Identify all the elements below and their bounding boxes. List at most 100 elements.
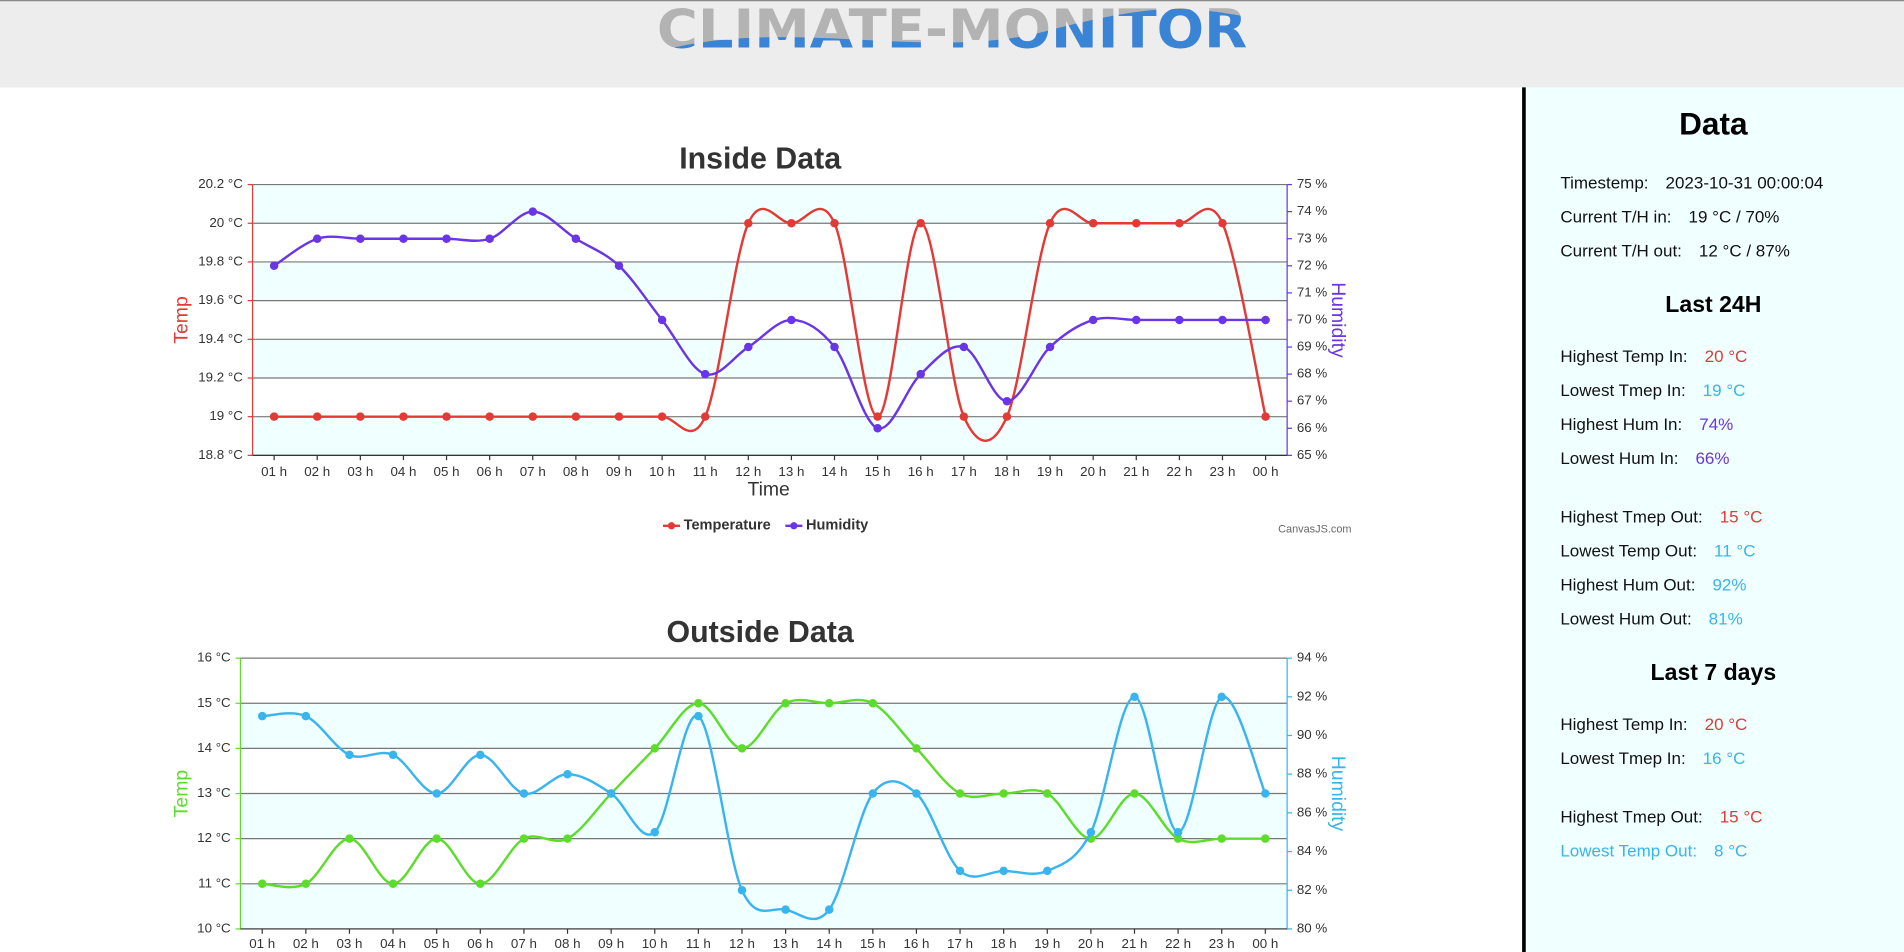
data-point — [1043, 866, 1052, 876]
data-point — [781, 699, 790, 708]
x-tick-label: 23 h — [1209, 464, 1235, 479]
data-point — [700, 369, 710, 379]
x-tick-label: 02 h — [293, 936, 319, 951]
plot-band — [252, 184, 1288, 224]
data-point — [873, 412, 882, 421]
data-point — [912, 789, 921, 798]
stat-row: Timestemp: 2023-10-31 00:00:04 — [1560, 174, 1823, 193]
data-point — [356, 412, 365, 421]
data-point — [399, 412, 408, 421]
data-point — [432, 789, 441, 798]
data-point — [694, 699, 703, 708]
data-point — [868, 789, 878, 798]
data-point — [519, 834, 529, 843]
sidebar — [1522, 87, 1904, 952]
data-point — [528, 412, 538, 421]
stat-label: Current T/H out: — [1560, 242, 1682, 261]
data-point — [781, 905, 790, 914]
data-point — [1261, 789, 1270, 798]
stat-value: 8 °C — [1714, 842, 1747, 861]
data-point — [694, 711, 703, 721]
data-point — [485, 234, 494, 243]
data-point — [1261, 412, 1270, 421]
stat-label: Highest Temp In: — [1560, 348, 1687, 367]
x-tick-label: 07 h — [520, 464, 546, 479]
data-point — [737, 744, 747, 753]
x-tick-label: 10 h — [642, 936, 668, 951]
x-tick-label: 03 h — [336, 936, 362, 951]
x-tick-label: 14 h — [816, 936, 842, 951]
data-point — [916, 219, 925, 228]
data-point — [700, 412, 710, 421]
y2-tick-label: 75 % — [1297, 176, 1328, 191]
x-tick-label: 03 h — [347, 464, 373, 479]
y2-tick-label: 74 % — [1297, 203, 1328, 218]
data-point — [563, 769, 572, 779]
stat-value: 19 °C — [1703, 382, 1746, 401]
stat-value: 15 °C — [1720, 808, 1763, 827]
stat-value: 11 °C — [1714, 542, 1755, 561]
data-point — [1088, 315, 1098, 325]
data-point — [519, 789, 529, 798]
x-tick-label: 02 h — [304, 464, 330, 479]
x-axis-title: Time — [747, 479, 789, 501]
data-point — [650, 744, 660, 753]
x-tick-label: 04 h — [380, 936, 406, 951]
y2-tick-label: 90 % — [1297, 727, 1328, 742]
y-axis-title: Temp — [170, 296, 192, 343]
data-point — [824, 905, 834, 914]
header-bar — [0, 0, 1904, 88]
data-point — [912, 744, 921, 753]
x-tick-label: 09 h — [606, 464, 632, 479]
data-point — [301, 711, 311, 721]
x-tick-label: 08 h — [563, 464, 589, 479]
stat-label: Lowest Hum Out: — [1560, 610, 1691, 629]
x-tick-label: 07 h — [511, 936, 537, 951]
stat-row: Highest Tmep Out: 15 °C — [1560, 808, 1762, 827]
stat-value: 92% — [1712, 576, 1746, 595]
x-tick-label: 15 h — [860, 936, 886, 951]
y2-tick-label: 94 % — [1297, 650, 1328, 665]
legend-marker — [667, 522, 676, 530]
data-point — [1045, 342, 1055, 352]
data-point — [301, 879, 311, 889]
stat-value: 19 °C / 70% — [1689, 208, 1780, 227]
stat-label: Lowest Tmep In: — [1560, 750, 1685, 769]
stat-row: Current T/H out: 12 °C / 87% — [1560, 242, 1789, 261]
data-point — [614, 261, 624, 271]
stat-label: Lowest Tmep In: — [1560, 382, 1685, 401]
data-point — [744, 342, 753, 352]
series-line — [273, 210, 1266, 430]
y2-tick-label: 72 % — [1297, 257, 1328, 272]
stat-label: Timestemp: — [1560, 174, 1648, 193]
data-point — [312, 412, 322, 421]
y2-tick-label: 80 % — [1297, 920, 1328, 935]
stat-value: 12 °C / 87% — [1699, 242, 1790, 261]
data-point — [955, 789, 965, 798]
x-tick-label: 17 h — [951, 464, 977, 479]
stat-row: Highest Tmep Out: 15 °C — [1560, 508, 1762, 527]
stat-row: Lowest Hum Out: 81% — [1560, 610, 1742, 629]
data-point — [787, 315, 796, 325]
data-point — [432, 834, 441, 843]
data-point — [1173, 834, 1183, 843]
y2-axis-title: Humidity — [1327, 282, 1349, 358]
y2-tick-label: 68 % — [1297, 366, 1328, 381]
stat-row: Highest Temp In: 20 °C — [1560, 348, 1747, 367]
x-tick-label: 19 h — [1037, 464, 1063, 479]
stat-label: Highest Tmep Out: — [1560, 508, 1702, 527]
data-point — [868, 699, 878, 708]
y2-tick-label: 67 % — [1297, 393, 1328, 408]
stat-value: 20 °C — [1705, 716, 1748, 735]
data-point — [476, 750, 485, 760]
chart-title: Outside Data — [667, 616, 855, 649]
stat-row: Highest Temp In: 20 °C — [1560, 716, 1747, 735]
x-tick-label: 00 h — [1252, 936, 1278, 951]
data-point — [1130, 789, 1139, 798]
data-point — [1132, 219, 1141, 228]
y2-tick-label: 73 % — [1297, 230, 1328, 245]
stat-label: Lowest Temp Out: — [1560, 542, 1697, 561]
y2-tick-label: 84 % — [1297, 843, 1328, 858]
y-tick-label: 10 °C — [197, 920, 231, 935]
stat-label: Current T/H in: — [1560, 208, 1671, 227]
